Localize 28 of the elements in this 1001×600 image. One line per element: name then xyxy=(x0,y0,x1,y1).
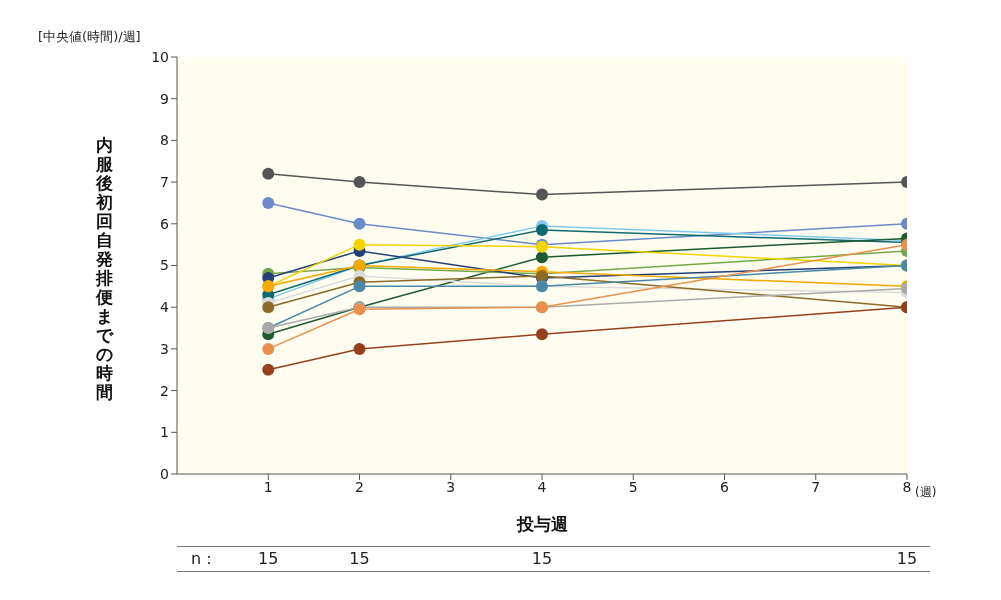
text: 内服後初回自発排便までの時間 xyxy=(95,135,113,402)
y-tick-label: 6 xyxy=(160,215,170,232)
y-tick-label: 8 xyxy=(160,132,169,149)
y-tick-label: 9 xyxy=(160,90,169,107)
text: n： xyxy=(191,549,218,570)
x-tick-label: 2 xyxy=(355,478,364,495)
y-tick-label: 4 xyxy=(160,299,170,316)
x-axis-title: 投与週 xyxy=(515,513,569,536)
y-tick-label: 7 xyxy=(160,174,169,191)
x-tick-label: 4 xyxy=(537,478,547,495)
text: 15 xyxy=(348,549,371,568)
x-tick-label: 6 xyxy=(720,478,730,495)
x-tick-label: 7 xyxy=(811,478,821,495)
x-tick-label: 1 xyxy=(263,478,273,495)
text: 15 xyxy=(257,549,280,568)
text: 15 xyxy=(530,549,554,568)
x-tick-label: 8 xyxy=(902,478,912,495)
y-tick-label: 2 xyxy=(160,382,169,399)
y-tick-label: 10 xyxy=(151,48,169,65)
x-tick-label: 3 xyxy=(446,478,456,495)
x-tick-label: 5 xyxy=(628,478,638,495)
text: (週) xyxy=(915,484,937,501)
y-tick-label: 1 xyxy=(160,424,169,441)
y-tick-label: 3 xyxy=(160,340,169,357)
text: 15 xyxy=(895,549,919,568)
text: [中央値(時間)/週] xyxy=(38,28,141,46)
y-tick-label: 5 xyxy=(160,257,169,274)
y-tick-label: 0 xyxy=(160,465,169,482)
